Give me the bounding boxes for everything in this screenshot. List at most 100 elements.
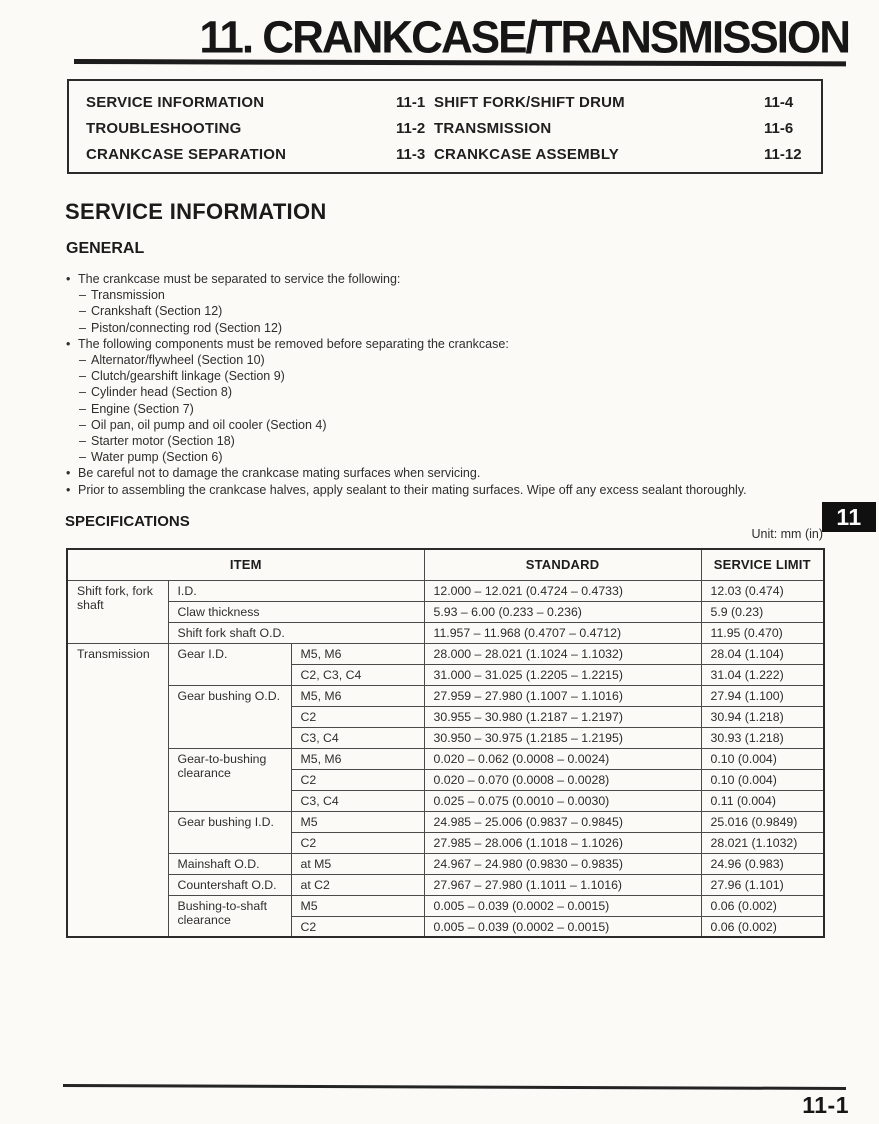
spec-cell-standard: 30.950 – 30.975 (1.2185 – 1.2195): [423, 726, 702, 749]
spec-cell-limit: 0.06 (0.002): [700, 915, 825, 938]
note-text: The crankcase must be separated to servi…: [78, 272, 401, 286]
spec-header-item: ITEM: [66, 548, 425, 581]
toc-entry-label: TROUBLESHOOTING: [86, 120, 242, 137]
spec-cell-limit: 31.04 (1.222): [700, 663, 825, 686]
note-text: Piston/connecting rod (Section 12): [91, 320, 283, 335]
spec-row: Shift fork shaft O.D. 11.957 – 11.968 (0.…: [67, 621, 825, 644]
page-number: 11-1: [802, 1092, 849, 1118]
toc-entry-page: 11-3: [396, 146, 426, 163]
spec-row: Claw thickness 5.93 – 6.00 (0.233 – 0.236…: [67, 600, 825, 623]
spec-cell-standard: 0.005 – 0.039 (0.0002 – 0.0015): [423, 894, 702, 917]
spec-row: C2 0.020 – 0.070 (0.0008 – 0.0028) 0.10 (0…: [67, 768, 825, 791]
spec-cell-sub: C3, C4: [290, 726, 425, 749]
spec-header-service-limit: SERVICE LIMIT: [700, 548, 825, 581]
spec-row: Gear bushing O.D. M5, M6 27.959 – 27.980 (…: [67, 684, 825, 749]
note-text: Be careful not to damage the crankcase m…: [78, 466, 481, 481]
spec-cell-standard: 5.93 – 6.00 (0.233 – 0.236): [423, 600, 702, 623]
spec-cell-standard: 0.020 – 0.062 (0.0008 – 0.0024): [423, 747, 702, 770]
spec-row: Bushing-to-shaft clearance M5 0.005 – 0.03…: [67, 894, 825, 938]
dash-icon: –: [79, 320, 86, 335]
spec-cell-limit: 0.10 (0.004): [700, 747, 825, 770]
dash-icon: –: [79, 401, 86, 416]
toc-box: SERVICE INFORMATION 11-1 TROUBLESHOOTING…: [67, 79, 823, 174]
note-text: Transmission: [91, 288, 165, 303]
spec-cell-sub: C2, C3, C4: [290, 663, 425, 686]
note-sub-item: – Crankshaft (Section 12): [66, 303, 828, 319]
spec-cell-limit: 27.96 (1.101): [700, 873, 825, 896]
spec-cell-group: Shift fork, fork shaft: [66, 579, 169, 644]
note-text: Cylinder head (Section 8): [91, 385, 233, 400]
general-notes: • The crankcase must be separated to serv…: [66, 271, 828, 498]
spec-cell-limit: 24.96 (0.983): [700, 852, 825, 875]
note-text: Crankshaft (Section 12): [91, 304, 223, 319]
toc-entry: CRANKCASE ASSEMBLY 11-12: [434, 142, 814, 168]
spec-cell-sub: M5, M6: [290, 642, 425, 665]
spec-cell-standard: 24.985 – 25.006 (0.9837 – 0.9845): [423, 810, 702, 833]
spec-cell-limit: 27.94 (1.100): [700, 684, 825, 707]
spec-cell-item: Gear I.D.: [167, 642, 292, 686]
spec-row: C2 0.005 – 0.039 (0.0002 – 0.0015) 0.06 (0…: [67, 915, 825, 938]
note-sub-item: – Water pump (Section 6): [66, 449, 828, 465]
spec-cell-standard: 31.000 – 31.025 (1.2205 – 1.2215): [423, 663, 702, 686]
spec-cell-item: Gear bushing O.D.: [167, 684, 292, 749]
spec-cell-standard: 0.020 – 0.070 (0.0008 – 0.0028): [423, 768, 702, 791]
toc-entry-page: 11-6: [764, 120, 794, 137]
spec-cell-sub: M5, M6: [290, 747, 425, 770]
specifications-heading: SPECIFICATIONS: [65, 513, 190, 530]
spec-cell-limit: 0.06 (0.002): [700, 894, 825, 917]
general-heading: GENERAL: [66, 240, 145, 257]
note-text: Starter motor (Section 18): [91, 434, 235, 449]
spec-cell-item: Bushing-to-shaft clearance: [167, 894, 292, 938]
service-information-heading: SERVICE INFORMATION: [65, 199, 327, 224]
toc-entry-label: SHIFT FORK/SHIFT DRUM: [434, 94, 625, 111]
spec-row: Shift fork, fork shaft I.D. 12.000 – 12.02…: [66, 579, 825, 644]
spec-cell-sub: C2: [290, 915, 425, 938]
toc-entry-page: 11-2: [396, 120, 426, 137]
spec-cell-standard: 0.005 – 0.039 (0.0002 – 0.0015): [423, 915, 702, 938]
spec-cell-sub: at C2: [290, 873, 425, 896]
note-text: Water pump (Section 6): [91, 450, 223, 465]
spec-cell-sub: M5: [290, 810, 425, 833]
note-text: The following components must be removed…: [78, 336, 509, 351]
toc-entry-page: 11-1: [396, 94, 426, 111]
note-sub-item: – Clutch/gearshift linkage (Section 9): [66, 368, 828, 384]
toc-entry-label: CRANKCASE SEPARATION: [86, 146, 287, 163]
spec-row: Gear bushing I.D. M5 24.985 – 25.006 (0.98…: [67, 810, 825, 854]
spec-cell-standard: 0.025 – 0.075 (0.0010 – 0.0030): [423, 789, 702, 812]
unit-note: Unit: mm (in): [751, 527, 823, 541]
toc-entry-page: 11-4: [764, 94, 794, 111]
spec-table: ITEM STANDARD SERVICE LIMIT Shift fork, …: [66, 548, 826, 938]
spec-header-standard: STANDARD: [423, 548, 702, 581]
dash-icon: –: [79, 304, 86, 319]
spec-cell-standard: 24.967 – 24.980 (0.9830 – 0.9835): [423, 852, 702, 875]
note-text: Prior to assembling the crankcase halves…: [78, 482, 747, 497]
dash-icon: –: [79, 385, 86, 400]
spec-cell-limit: 28.04 (1.104): [700, 642, 825, 665]
note-bullet: • The crankcase must be separated to serv…: [66, 271, 828, 287]
spec-row: Gear-to-bushing clearance M5, M6 0.020 – 0…: [67, 747, 825, 812]
spec-cell-standard: 27.959 – 27.980 (1.1007 – 1.1016): [423, 684, 702, 707]
spec-cell-limit: 30.94 (1.218): [700, 705, 825, 728]
spec-cell-limit: 28.021 (1.1032): [700, 831, 825, 854]
spec-cell-limit: 25.016 (0.9849): [700, 810, 825, 833]
note-text: Clutch/gearshift linkage (Section 9): [91, 369, 285, 384]
title-rule: [73, 59, 847, 67]
spec-cell-sub: M5: [290, 894, 425, 917]
spec-cell-limit: 0.11 (0.004): [700, 789, 825, 812]
toc-entry-label: SERVICE INFORMATION: [86, 94, 265, 111]
spec-cell-standard: 28.000 – 28.021 (1.1024 – 1.1032): [423, 642, 702, 665]
spec-cell-item: Mainshaft O.D.: [167, 852, 292, 875]
spec-cell-standard: 30.955 – 30.980 (1.2187 – 1.2197): [423, 705, 702, 728]
note-text: Engine (Section 7): [91, 401, 194, 416]
dash-icon: –: [79, 450, 86, 465]
dash-icon: –: [79, 434, 86, 449]
note-bullet: • Prior to assembling the crankcase halve…: [66, 482, 828, 498]
spec-cell-limit: 11.95 (0.470): [700, 621, 825, 644]
toc-column-right: SHIFT FORK/SHIFT DRUM 11-4 TRANSMISSION …: [434, 90, 814, 168]
note-text: Oil pan, oil pump and oil cooler (Sectio…: [91, 417, 327, 432]
spec-cell-item: Gear bushing I.D.: [167, 810, 292, 854]
spec-cell-sub: C2: [290, 768, 425, 791]
toc-entry: SERVICE INFORMATION 11-1: [86, 90, 486, 116]
note-sub-item: – Engine (Section 7): [66, 401, 828, 417]
bullet-icon: •: [66, 482, 71, 497]
